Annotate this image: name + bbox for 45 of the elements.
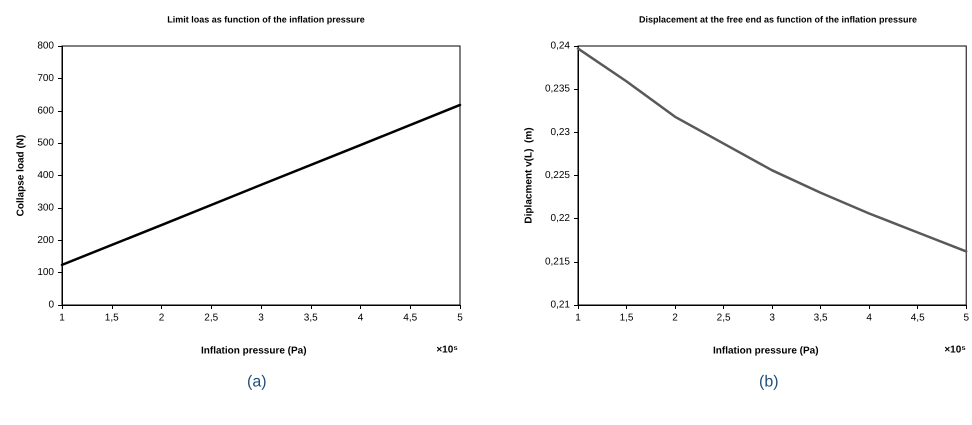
y-tick-label: 0,21: [550, 300, 570, 310]
y-tick-label: 100: [37, 267, 54, 278]
x-axis-title: Inflation pressure (Pa): [201, 346, 307, 356]
x-tick-label: 4: [866, 312, 872, 324]
x-tick-label: 5: [457, 312, 464, 324]
x-tick-label: 5: [963, 312, 970, 324]
y-tick-label: 800: [37, 40, 54, 52]
y-tick-label: 0,235: [544, 84, 570, 95]
x-tick-label: 4: [358, 312, 364, 324]
chart-title: Limit loas as function of the inflation pressure: [167, 14, 365, 24]
y-tick-label: 0,22: [550, 213, 570, 224]
x-tick-label: 3: [769, 312, 776, 324]
text: ×10⁵: [944, 344, 966, 356]
y-tick-label: 0,24: [550, 40, 570, 52]
y-tick-label: 200: [37, 234, 54, 246]
x-tick-label: 3,5: [304, 312, 318, 324]
x-tick-label: 3: [258, 312, 264, 324]
y-tick-label: 0,215: [544, 256, 570, 268]
y-tick-label: 700: [37, 72, 54, 84]
y-axis-title: Diplacment v(L) (m): [524, 127, 535, 224]
y-tick-label: 0,23: [550, 126, 570, 138]
text: ×10⁵: [436, 344, 458, 356]
x-tick-label: 1,5: [104, 312, 120, 324]
x-tick-label: 2,5: [716, 312, 731, 324]
text: (b): [759, 374, 779, 390]
line-series: [576, 47, 968, 253]
y-tick-label: 0,225: [544, 170, 570, 181]
x-tick-label: 1,5: [620, 312, 634, 324]
y-tick-label: 400: [37, 170, 54, 181]
x-tick-label: 2,5: [204, 312, 219, 324]
x-tick-label: 4,5: [910, 312, 926, 324]
y-tick-label: 0: [48, 300, 54, 310]
x-tick-label: 2: [158, 312, 165, 324]
x-tick-label: 1: [575, 312, 582, 324]
x-tick-label: 4,5: [403, 312, 418, 324]
y-tick-label: 500: [37, 138, 54, 149]
y-tick-label: 300: [37, 202, 54, 214]
y-tick-label: 600: [37, 105, 54, 116]
chart-title: Displacement at the free end as function of the inflation pressure: [638, 14, 918, 24]
x-tick-label: 3,5: [814, 312, 828, 324]
x-tick-label: 2: [672, 312, 678, 324]
x-axis-title: Inflation pressure (Pa): [713, 346, 819, 356]
y-axis-title: Collapse load (N): [16, 134, 26, 216]
x-tick-label: 1: [59, 312, 66, 324]
text: (a): [247, 374, 267, 390]
